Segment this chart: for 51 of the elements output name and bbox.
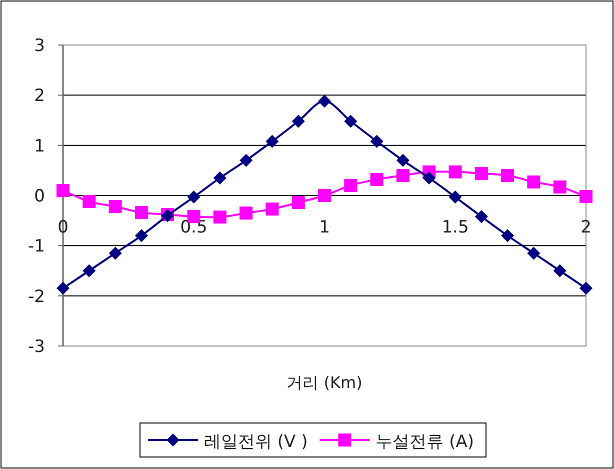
point — [553, 180, 566, 194]
point — [240, 206, 253, 220]
point — [344, 178, 358, 192]
x-axis-title: 거리 (Km) — [286, 373, 362, 392]
y-tick-label: 2 — [34, 86, 45, 106]
legend-label: 누설전류 (A) — [376, 432, 474, 452]
point — [82, 264, 96, 278]
point — [134, 206, 148, 220]
point — [318, 94, 331, 108]
y-tick-label: -2 — [28, 286, 45, 307]
point — [82, 195, 96, 208]
point — [292, 114, 305, 128]
point — [240, 154, 253, 167]
point — [527, 246, 540, 260]
point — [266, 134, 279, 148]
point — [396, 168, 410, 182]
point — [318, 189, 331, 202]
point — [448, 165, 462, 178]
point — [134, 229, 148, 242]
y-tick-label: -1 — [28, 236, 45, 257]
point — [370, 134, 384, 148]
point — [553, 264, 566, 278]
point — [108, 200, 122, 214]
point — [56, 184, 70, 197]
point — [474, 210, 488, 224]
point — [108, 246, 122, 260]
y-tick-label: 1 — [34, 136, 45, 156]
x-tick-label: 1.5 — [442, 218, 469, 238]
y-tick-label: 0 — [34, 186, 45, 206]
y-tick-label: 3 — [34, 36, 45, 56]
point — [187, 190, 200, 204]
point — [213, 171, 226, 184]
point — [213, 210, 226, 224]
point — [474, 166, 488, 180]
point — [292, 196, 305, 210]
point — [266, 202, 279, 216]
point — [501, 168, 514, 182]
point — [501, 229, 514, 242]
point — [448, 190, 462, 204]
point — [580, 282, 592, 295]
x-tick-label: 1 — [319, 218, 330, 238]
point — [580, 190, 592, 204]
y-tick-label: -3 — [28, 337, 45, 357]
point — [56, 282, 70, 295]
legend-label: 레일전위 (V ) — [204, 432, 308, 452]
point — [344, 114, 358, 128]
point — [422, 171, 436, 184]
x-tick-label: 2 — [580, 218, 592, 238]
point — [396, 154, 410, 167]
point — [370, 172, 384, 186]
point — [527, 175, 540, 188]
